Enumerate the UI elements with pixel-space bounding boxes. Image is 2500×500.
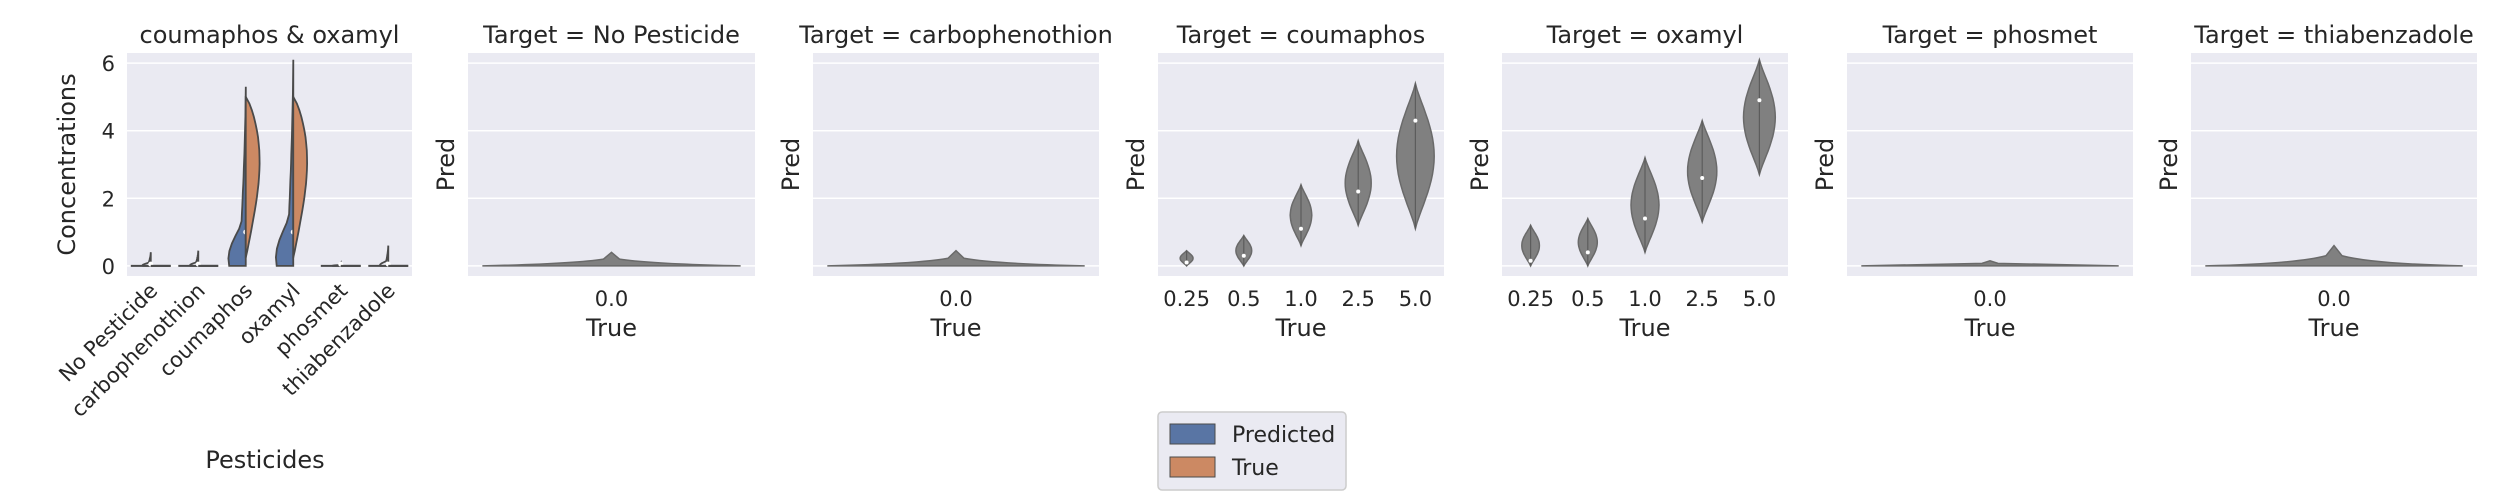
subplot-target-oxamyl: Target = oxamyl Pred 0.25 0.5 1.0 2.5 5.0 True — [1466, 21, 1788, 342]
x-tick-label-5-0: 5.0 — [1743, 287, 1776, 311]
violin-true-coumaphos — [244, 96, 261, 259]
legend-swatch-predicted — [1169, 423, 1216, 445]
x-tick-label-0-0: 0.0 — [595, 287, 628, 311]
y-tick-label: 4 — [102, 120, 115, 144]
x-tick-label-0-25: 0.25 — [1507, 287, 1554, 311]
x-axis-label: True — [585, 314, 637, 342]
median-marker-0-5 — [1241, 253, 1246, 258]
subplot-target-thiabenzadole: Target = thiabenzadole Pred 0.0 True — [2155, 21, 2477, 342]
violin-predicted-carbophenothion — [188, 250, 200, 267]
y-axis-label: Pred — [1811, 138, 1839, 191]
median-marker-0-25 — [1528, 258, 1533, 263]
plot-area — [127, 53, 412, 276]
violin-true-oxamyl — [292, 96, 309, 259]
x-axis-label: Pesticides — [205, 446, 324, 474]
y-axis-label: Pred — [1466, 138, 1494, 191]
panel-title: coumaphos & oxamyl — [140, 21, 400, 49]
median-marker-1-0 — [1299, 226, 1303, 231]
violin-0-0 — [2205, 244, 2463, 267]
y-axis-label: Pred — [432, 138, 460, 191]
violin-predicted-oxamyl — [274, 59, 295, 267]
plot-area — [2191, 53, 2477, 276]
x-tick-label-0-0: 0.0 — [2317, 287, 2350, 311]
panel-title: Target = phosmet — [1882, 21, 2098, 49]
subplot-target-coumaphos: Target = coumaphos Pred 0.25 0.5 1.0 2.5 5.0 Tr… — [1122, 21, 1444, 342]
x-tick-label-0-0: 0.0 — [1973, 287, 2006, 311]
legend: Predicted True — [1157, 411, 1347, 491]
x-tick-label-0-5: 0.5 — [1227, 287, 1260, 311]
median-marker-2-5 — [1700, 176, 1705, 181]
x-tick-label-1-0: 1.0 — [1628, 287, 1661, 311]
x-tick-label-2-5: 2.5 — [1341, 287, 1374, 311]
x-axis-label: True — [1619, 314, 1671, 342]
panel-title: Target = thiabenzadole — [2193, 21, 2473, 49]
x-tick-label-2-5: 2.5 — [1685, 287, 1718, 311]
legend-label-predicted: Predicted — [1232, 423, 1335, 448]
violin-predicted-no-pesticide — [141, 252, 152, 267]
x-axis-label: True — [1275, 314, 1327, 342]
y-tick-label: 2 — [102, 187, 115, 211]
y-tick-label: 6 — [102, 52, 115, 76]
subplot-target-phosmet: Target = phosmet Pred 0.0 True — [1811, 21, 2133, 342]
panel-title: Target = carbophenothion — [798, 21, 1113, 49]
median-marker-0-25 — [1184, 260, 1189, 265]
median-marker-0-5 — [1585, 250, 1590, 255]
y-axis-label: Pred — [777, 138, 805, 191]
median-marker-2-5 — [1356, 189, 1361, 194]
plot-area — [468, 53, 755, 276]
y-axis-label: Pred — [1122, 138, 1150, 191]
legend-label-true: True — [1231, 456, 1279, 481]
median-marker-5-0 — [1413, 118, 1418, 123]
plot-area — [1847, 53, 2133, 276]
panel-title: Target = coumaphos — [1176, 21, 1425, 49]
violin-predicted-thiabenzadole — [378, 245, 390, 267]
x-tick-label-5-0: 5.0 — [1399, 287, 1432, 311]
y-axis-label: Pred — [2155, 138, 2183, 191]
x-tick-label-0-0: 0.0 — [939, 287, 972, 311]
violin-0-0 — [482, 251, 741, 267]
median-marker-1-0 — [1643, 216, 1647, 221]
x-axis-label: True — [2308, 314, 2360, 342]
legend-swatch-true — [1169, 456, 1216, 478]
y-tick-label: 0 — [102, 255, 115, 279]
x-tick-label-1-0: 1.0 — [1284, 287, 1317, 311]
subplot-target-no-pesticide: Target = No Pesticide Pred 0.0 True — [432, 21, 755, 342]
violin-0-0 — [827, 249, 1085, 267]
x-axis-label: True — [1964, 314, 2016, 342]
y-axis-label: Concentrations — [53, 73, 81, 255]
x-tick-label-0-25: 0.25 — [1163, 287, 1210, 311]
x-tick-label-0-5: 0.5 — [1571, 287, 1604, 311]
violin-0-0 — [1861, 260, 2119, 267]
x-axis-label: True — [930, 314, 982, 342]
panel-title: Target = No Pesticide — [482, 21, 740, 49]
subplot-target-carbophenothion: Target = carbophenothion Pred 0.0 True — [777, 21, 1113, 342]
median-marker-5-0 — [1757, 98, 1762, 103]
panel-title: Target = oxamyl — [1546, 21, 1744, 49]
plot-area — [813, 53, 1099, 276]
